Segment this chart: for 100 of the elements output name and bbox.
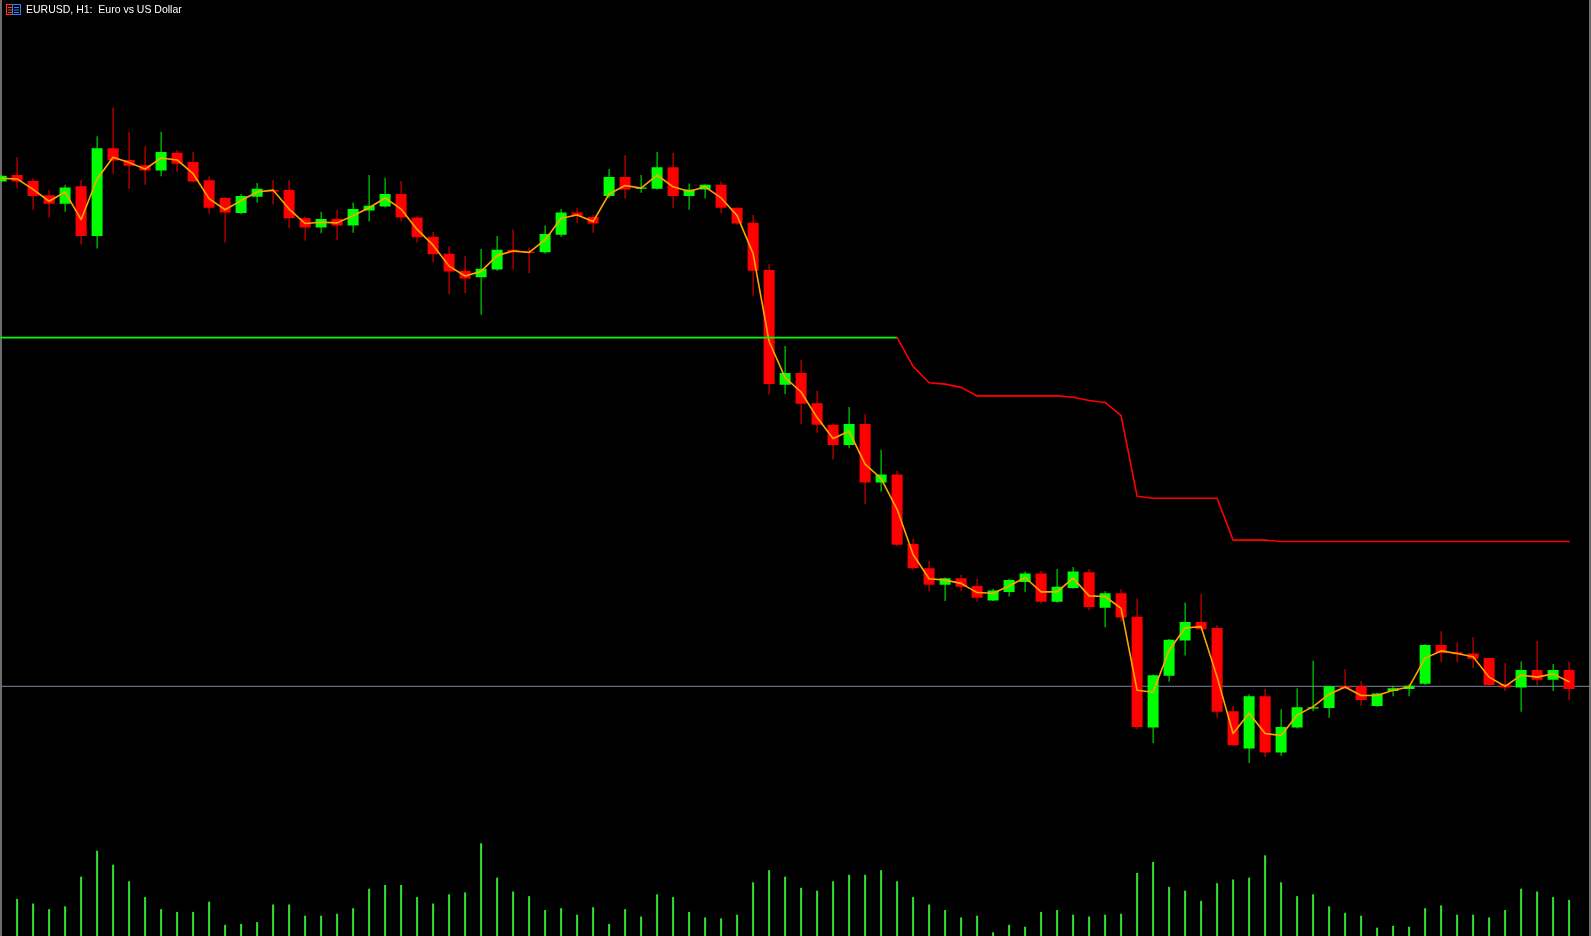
bar <box>240 923 243 936</box>
bar <box>816 890 819 936</box>
bar <box>1120 913 1123 936</box>
bar <box>1232 879 1235 936</box>
bar <box>336 913 339 936</box>
bar <box>32 903 35 936</box>
bar <box>1360 915 1363 936</box>
bar <box>864 874 867 936</box>
bar <box>304 915 307 936</box>
bar <box>768 870 771 936</box>
bar <box>1104 914 1107 936</box>
bar <box>1152 861 1155 936</box>
bar <box>736 914 739 936</box>
bar <box>1088 916 1091 936</box>
bar <box>752 882 755 936</box>
bar <box>48 909 51 936</box>
bar <box>80 876 83 936</box>
bar <box>880 870 883 936</box>
bar <box>288 904 291 936</box>
bar <box>608 923 611 936</box>
bar <box>64 906 67 936</box>
bar <box>16 898 19 936</box>
bar <box>1248 877 1251 936</box>
bar <box>912 897 915 936</box>
bar <box>1264 855 1267 936</box>
bar <box>1504 910 1507 936</box>
bar <box>1456 914 1459 936</box>
bar <box>384 885 387 936</box>
candlestick <box>1307 660 1319 712</box>
bar <box>576 914 579 936</box>
bar <box>592 907 595 936</box>
bar <box>144 897 147 936</box>
bar <box>208 901 211 936</box>
bar <box>1168 886 1171 936</box>
bar <box>992 932 995 936</box>
bar <box>1040 911 1043 936</box>
bar <box>1056 910 1059 936</box>
bar <box>1296 896 1299 936</box>
bar <box>1536 891 1539 936</box>
bar <box>1312 894 1315 936</box>
bar <box>112 864 115 936</box>
bar <box>688 911 691 936</box>
bar <box>544 910 547 936</box>
bar <box>1440 905 1443 936</box>
bar <box>800 887 803 936</box>
bar <box>528 896 531 936</box>
bar <box>416 897 419 936</box>
bar <box>96 850 99 936</box>
bar <box>784 876 787 936</box>
bar <box>400 885 403 936</box>
bar <box>560 908 563 936</box>
bar <box>1472 914 1475 936</box>
bar <box>1520 888 1523 936</box>
bar <box>1392 925 1395 936</box>
bar <box>704 917 707 936</box>
bar <box>672 897 675 936</box>
bar <box>720 918 723 936</box>
bar <box>960 917 963 936</box>
bar <box>224 924 227 936</box>
bar <box>1376 927 1379 936</box>
bar <box>192 911 195 936</box>
bar <box>1344 912 1347 936</box>
bar <box>480 843 483 936</box>
bar <box>896 881 899 936</box>
bar <box>1328 906 1331 936</box>
bar <box>512 891 515 936</box>
bar <box>1408 926 1411 936</box>
bar <box>1568 899 1571 936</box>
bar <box>1424 908 1427 936</box>
bar <box>1200 900 1203 936</box>
bar <box>1280 882 1283 936</box>
bar <box>848 874 851 936</box>
chart-title: EURUSD, H1: Euro vs US Dollar <box>26 3 183 15</box>
bar <box>1024 926 1027 936</box>
bar <box>1216 883 1219 936</box>
bar <box>944 910 947 936</box>
bar <box>1552 897 1555 936</box>
bar <box>432 903 435 936</box>
bar <box>928 904 931 936</box>
bar <box>160 909 163 936</box>
bar <box>320 915 323 936</box>
bar <box>640 916 643 936</box>
bar <box>1184 890 1187 936</box>
bar <box>128 881 131 936</box>
bar <box>1136 872 1139 936</box>
bar <box>976 915 979 936</box>
bar <box>496 877 499 936</box>
bar <box>656 894 659 936</box>
bar <box>1008 924 1011 936</box>
bar <box>1072 914 1075 936</box>
bar <box>1488 917 1491 936</box>
bar <box>176 911 179 936</box>
bar <box>256 922 259 936</box>
bar <box>832 881 835 936</box>
bar <box>352 908 355 936</box>
bar <box>448 894 451 936</box>
bar <box>368 888 371 936</box>
bar <box>272 904 275 936</box>
bar <box>464 892 467 936</box>
bar <box>624 909 627 936</box>
